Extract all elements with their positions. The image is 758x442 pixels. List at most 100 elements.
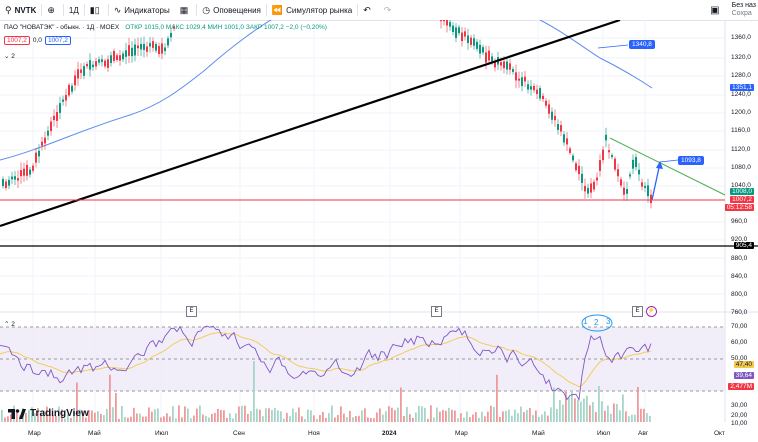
undo-icon: ↶ [363, 4, 371, 15]
volume-bar [325, 418, 327, 422]
volume-bar [232, 418, 234, 422]
volume-bar [193, 415, 195, 422]
volume-bar [313, 415, 315, 422]
earnings-marker[interactable]: E [186, 306, 197, 317]
candles-icon: ▮▯ [89, 4, 100, 15]
compare-button[interactable]: ⊕ [42, 0, 63, 20]
rsi-collapse[interactable]: ⌃ 2 [4, 320, 15, 328]
candle-body [41, 141, 43, 146]
volume-bar [187, 408, 189, 422]
volume-bar [358, 415, 360, 422]
volume-bars [1, 361, 651, 422]
volume-bar [181, 417, 183, 422]
volume-bar [259, 409, 261, 422]
wave-label-3[interactable]: 3 [606, 317, 611, 326]
rsi-indicator-count: 2 [11, 321, 15, 328]
volume-bar [331, 405, 333, 422]
undo-button[interactable]: ↶ [358, 0, 379, 20]
volume-bar [601, 401, 603, 422]
ma-callout[interactable]: 1340,8 [629, 40, 655, 49]
interval-button[interactable]: 1Д [68, 5, 79, 15]
time-tick: Ноя [308, 430, 320, 437]
ask-button[interactable]: 1007,2 [44, 36, 71, 45]
candle-body [650, 194, 652, 204]
volume-bar [301, 416, 303, 422]
volume-bar [424, 407, 426, 422]
time-tick: Авг [638, 430, 649, 437]
volume-bar [349, 410, 351, 422]
volume-bar [592, 402, 594, 422]
volume-bar [217, 408, 219, 422]
volume-bar [208, 417, 210, 422]
volume-bar [445, 410, 447, 422]
price-tick: 1360,0 [731, 34, 751, 41]
candle-body [518, 78, 520, 81]
candle-body [575, 163, 577, 171]
wave-annotation-ring[interactable] [581, 314, 613, 332]
target-arrow[interactable] [651, 162, 661, 201]
volume-bar [610, 413, 612, 422]
volume-bar [532, 414, 534, 422]
layout-icon[interactable]: ▣ [710, 4, 720, 16]
volume-bar [130, 416, 132, 422]
earnings-marker[interactable]: E [431, 306, 442, 317]
price-tick: 1240,0 [731, 91, 751, 98]
descending-trend-line[interactable] [609, 137, 726, 196]
volume-bar [481, 411, 483, 422]
alerts-button[interactable]: ◷ Оповещения [197, 0, 266, 20]
chart-type-button[interactable]: ▮▯ [85, 0, 108, 20]
candle-body [116, 55, 118, 60]
volume-bar [1, 409, 3, 422]
redo-button[interactable]: ↷ [379, 0, 400, 20]
candle-body [635, 157, 637, 168]
target-callout[interactable]: 1093,8 [678, 156, 704, 165]
symbol-search[interactable]: ⚲ NVTK [0, 0, 41, 20]
rewind-icon: ⏪ [271, 4, 284, 15]
volume-bar [553, 387, 555, 422]
bid-button[interactable]: 1007,2 [4, 36, 30, 45]
volume-bar [316, 418, 318, 422]
indicators-button[interactable]: ∿ Индикаторы [109, 0, 175, 20]
layout-name[interactable]: Без наз Сохра [732, 2, 756, 18]
chevron-down-icon: ⌄ [4, 53, 10, 60]
rsi-tick: 20,00 [731, 412, 748, 419]
volume-bar [574, 398, 576, 422]
candle-body [74, 75, 76, 86]
volume-bar [133, 407, 135, 422]
candle-body [632, 159, 634, 169]
volume-bar [523, 412, 525, 422]
volume-bar [547, 415, 549, 422]
trend-line[interactable] [0, 20, 621, 228]
volume-bar [370, 418, 372, 422]
legend-title[interactable]: ПАО "НОВАТЭК" - обыкн. · 1Д · MOEX [4, 24, 120, 31]
volume-bar [352, 417, 354, 422]
rsi-line [0, 325, 652, 402]
dividend-marker[interactable]: ⚡ [646, 306, 657, 317]
volume-bar [337, 414, 339, 422]
volume-bar [106, 408, 108, 422]
volume-bar [640, 408, 642, 422]
volume-bar [517, 413, 519, 422]
candle-body [113, 50, 115, 61]
volume-bar [505, 410, 507, 422]
chart-canvas[interactable] [0, 20, 758, 442]
volume-bar [643, 408, 645, 422]
volume-bar [175, 418, 177, 422]
replay-button[interactable]: ⏪ Симулятор рынка [267, 0, 357, 20]
candle-body [590, 183, 592, 193]
volume-bar [619, 410, 621, 422]
volume-bar [298, 407, 300, 422]
price-tick: 880,0 [731, 255, 748, 262]
volume-bar [82, 410, 84, 422]
volume-bar [490, 405, 492, 422]
layouts-button[interactable]: ▦ [175, 0, 197, 20]
candle-body [581, 173, 583, 183]
candle-body [482, 47, 484, 53]
grid-icon: ▦ [179, 4, 189, 15]
wave-label-2[interactable]: 2 [594, 318, 599, 327]
earnings-marker[interactable]: E [632, 306, 643, 317]
indicators-collapse[interactable]: ⌄ 2 [4, 52, 15, 60]
candle-body [599, 160, 601, 171]
tradingview-logo[interactable]: TradingView [8, 408, 89, 419]
wave-label-1[interactable]: 1 [583, 317, 588, 326]
